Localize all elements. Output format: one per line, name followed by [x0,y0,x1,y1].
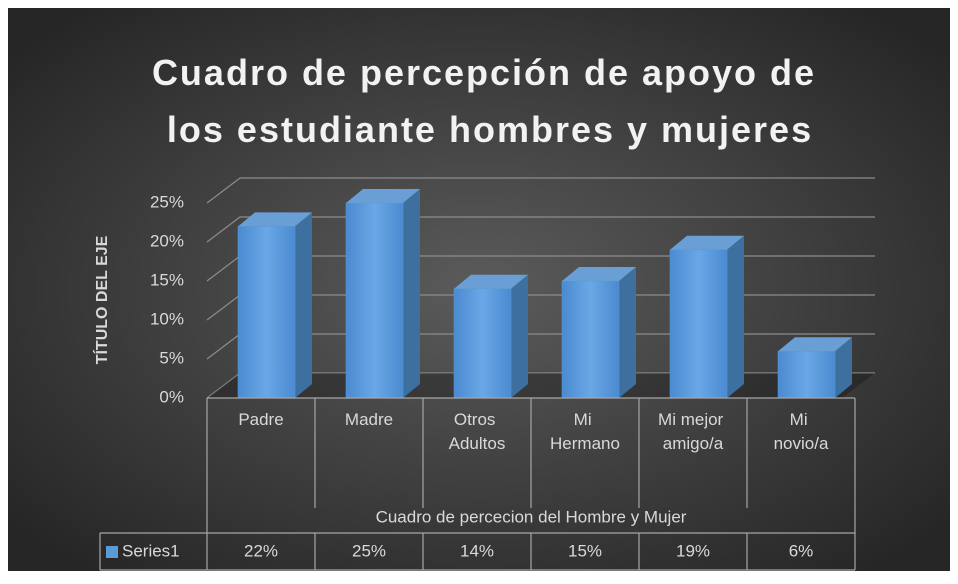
bar-top [238,212,312,227]
bar-top [562,267,636,281]
bar-side [835,337,852,398]
bar-top [778,337,852,352]
bar [561,267,636,399]
legend-swatch [106,546,118,558]
bar-top [346,189,420,203]
bar [777,337,852,399]
x-tick-label: Padre [238,410,283,429]
y-tick-label: 15% [150,270,184,289]
y-tick-label: 20% [150,231,184,250]
bar-side [727,235,744,398]
y-axis-title: TÍTULO DEL EJE [92,235,111,364]
data-table-value: 22% [244,541,278,560]
bar [237,212,312,399]
data-table-value: 19% [676,541,710,560]
bar [453,274,528,399]
bar [345,189,420,399]
x-tick-label: Otros Adultos [449,410,506,453]
x-tick-label: Mi novio/a [774,410,829,453]
y-tick-label: 10% [150,309,184,328]
data-table-value: 15% [568,541,602,560]
x-tick-label: Madre [345,410,393,429]
bar-top [670,235,744,250]
bar-side [295,212,312,398]
bar-side [403,189,420,398]
chart-title: Cuadro de percepción de apoyo de los est… [152,52,828,150]
bar [669,235,744,399]
bar-front [237,226,296,399]
y-tick-label: 25% [150,192,184,211]
data-table-value: 6% [789,541,814,560]
y-tick-label: 0% [159,387,184,406]
bar-front [561,280,620,399]
legend-label: Series1 [122,541,180,560]
y-tick-label: 5% [159,348,184,367]
x-tick-label: Mi Hermano [550,410,620,453]
x-axis-title: Cuadro de percecion del Hombre y Mujer [376,507,687,526]
bar-front [669,249,728,399]
x-tick-label: Mi mejor amigo/a [658,410,728,453]
grid-line [206,216,875,243]
data-table-value: 14% [460,541,494,560]
bar-side [619,267,636,398]
grid-line [206,177,875,204]
bar-front [777,350,836,399]
bar-side [511,274,528,398]
bar-top [454,274,528,289]
bar-front [453,288,512,399]
bar-front [345,202,404,399]
data-table-value: 25% [352,541,386,560]
